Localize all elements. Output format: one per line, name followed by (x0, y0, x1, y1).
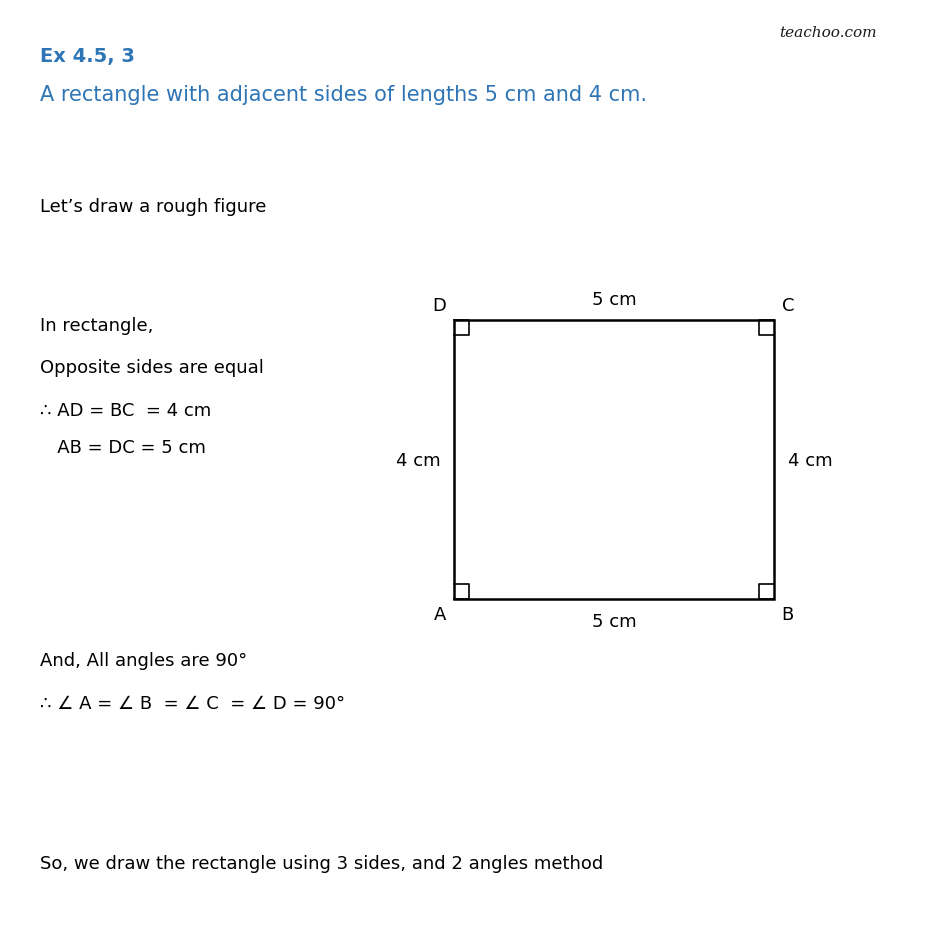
Text: And, All angles are 90°: And, All angles are 90° (41, 651, 247, 669)
Text: Let’s draw a rough figure: Let’s draw a rough figure (41, 198, 266, 216)
Text: So, we draw the rectangle using 3 sides, and 2 angles method: So, we draw the rectangle using 3 sides,… (41, 854, 603, 872)
Text: teachoo.com: teachoo.com (779, 26, 876, 41)
Text: A: A (433, 606, 446, 624)
Text: D: D (432, 296, 446, 314)
Text: AB = DC = 5 cm: AB = DC = 5 cm (41, 439, 206, 457)
Bar (454, 321, 773, 599)
Text: 5 cm: 5 cm (591, 612, 635, 630)
Text: 5 cm: 5 cm (591, 291, 635, 309)
Text: Opposite sides are equal: Opposite sides are equal (41, 359, 264, 377)
Text: A rectangle with adjacent sides of lengths 5 cm and 4 cm.: A rectangle with adjacent sides of lengt… (41, 85, 647, 105)
Text: ∴ AD = BC  = 4 cm: ∴ AD = BC = 4 cm (41, 401, 211, 419)
Text: ∴ ∠ A = ∠ B  = ∠ C  = ∠ D = 90°: ∴ ∠ A = ∠ B = ∠ C = ∠ D = 90° (41, 694, 346, 712)
Text: Ex 4.5, 3: Ex 4.5, 3 (41, 47, 135, 66)
Text: C: C (781, 296, 793, 314)
Text: In rectangle,: In rectangle, (41, 316, 154, 334)
Text: B: B (781, 606, 793, 624)
Text: 4 cm: 4 cm (396, 451, 440, 469)
Text: 4 cm: 4 cm (786, 451, 832, 469)
